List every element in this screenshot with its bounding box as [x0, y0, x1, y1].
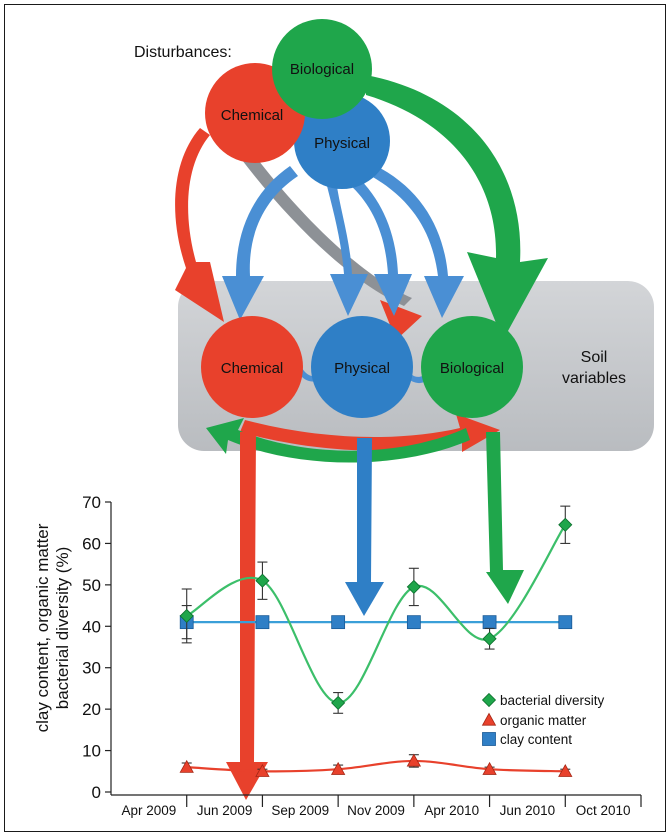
arrow-bio-to-bacterial-diversity — [486, 432, 524, 604]
legend-marker-clay-content — [482, 732, 496, 746]
legend: bacterial diversity organic matter clay co… — [481, 692, 605, 747]
arrow-phys-to-clay-content — [345, 438, 384, 616]
arrow-chem-to-organic-matter — [226, 432, 268, 800]
disturbance-nodes — [205, 19, 390, 189]
x-tick-label: Jun 2009 — [197, 803, 253, 818]
y-tick-label: 50 — [82, 576, 101, 595]
diagram-arrows — [175, 75, 548, 800]
chart: 0 10 20 30 40 50 60 70 Apr 2009 Jun 2009 Sep 2009 N… — [33, 493, 642, 818]
chart-axes: 0 10 20 30 40 50 60 70 Apr 2009 Jun 2009 Sep 2009 N… — [82, 493, 642, 818]
node-bottom-biological-label: Biological — [440, 360, 504, 377]
node-bottom-chemical — [201, 316, 303, 418]
x-tick-label: Nov 2009 — [347, 803, 405, 818]
series-marks — [179, 505, 573, 777]
disturbances-label: Disturbances: — [134, 44, 232, 61]
legend-marker-organic-matter — [481, 712, 497, 726]
legend-label: organic matter — [500, 713, 587, 728]
series-line-organic-matter — [186, 759, 566, 773]
soil-nodes — [201, 316, 523, 418]
y-tick-label: 20 — [82, 700, 101, 719]
x-tick-label: Apr 2010 — [424, 803, 479, 818]
point-organic-matter — [406, 753, 422, 767]
point-organic-matter — [330, 761, 346, 775]
y-tick-label: 60 — [82, 534, 101, 553]
arrow-phys-to-bio-2 — [360, 162, 464, 318]
soil-label-line2: variables — [562, 370, 626, 387]
node-top-biological — [272, 19, 372, 119]
x-tick-label: Sep 2009 — [271, 803, 329, 818]
arrow-phys-to-phys — [326, 180, 368, 316]
y-tick-label: 30 — [82, 659, 101, 678]
point-organic-matter — [558, 763, 573, 777]
point-bacterial-diversity — [406, 579, 421, 594]
point-bacterial-diversity — [179, 608, 194, 623]
y-tick-label: 40 — [82, 617, 101, 636]
soil-label-line1: Soil — [581, 349, 608, 366]
point-clay-content — [331, 615, 346, 630]
legend-marker-bacterial-diversity — [481, 692, 497, 708]
node-top-chemical-label: Chemical — [221, 107, 284, 124]
point-clay-content — [255, 615, 270, 630]
node-top-biological-label: Biological — [290, 61, 354, 78]
node-bottom-biological — [421, 316, 523, 418]
legend-label: clay content — [500, 732, 572, 747]
arrow-phys-to-chem — [222, 166, 298, 320]
node-top-physical-label: Physical — [314, 135, 370, 152]
point-organic-matter — [482, 761, 497, 775]
point-clay-content — [482, 615, 497, 630]
point-bacterial-diversity — [255, 573, 270, 588]
point-clay-content — [406, 615, 421, 630]
point-bacterial-diversity — [331, 695, 346, 710]
node-bottom-physical — [311, 316, 413, 418]
point-organic-matter — [255, 763, 270, 777]
node-bottom-chemical-label: Chemical — [221, 360, 284, 377]
arrow-phys-to-bio-1 — [342, 170, 412, 316]
x-tick-label: Jun 2010 — [500, 803, 556, 818]
point-organic-matter — [179, 759, 194, 773]
y-tick-label: 0 — [92, 783, 101, 802]
arrow-head-red-bio — [380, 300, 422, 340]
y-tick-label: 70 — [82, 493, 101, 512]
point-bacterial-diversity — [482, 631, 497, 646]
legend-label: bacterial diversity — [500, 693, 605, 708]
y-axis-label-line1: clay content, organic matter — [33, 523, 52, 732]
point-bacterial-diversity — [558, 517, 573, 532]
arrow-bio-to-bio — [366, 75, 548, 340]
y-tick-label: 10 — [82, 742, 101, 761]
arrow-bottom-green-left — [206, 418, 470, 463]
arrow-chem-to-chem — [175, 128, 224, 322]
x-tick-label: Apr 2009 — [121, 803, 176, 818]
point-clay-content — [558, 615, 573, 630]
node-bottom-physical-label: Physical — [334, 360, 390, 377]
soil-variables-box — [178, 281, 654, 451]
x-tick-label: Oct 2010 — [576, 803, 631, 818]
figure-frame — [4, 4, 666, 832]
y-axis-label-line2: bacterial diversity (%) — [53, 547, 72, 710]
